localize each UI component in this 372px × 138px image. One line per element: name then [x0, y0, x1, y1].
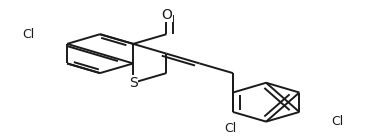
- Text: S: S: [129, 76, 138, 90]
- Text: Cl: Cl: [224, 122, 237, 135]
- Text: Cl: Cl: [331, 115, 343, 128]
- Text: O: O: [161, 8, 172, 22]
- Text: Cl: Cl: [22, 28, 34, 41]
